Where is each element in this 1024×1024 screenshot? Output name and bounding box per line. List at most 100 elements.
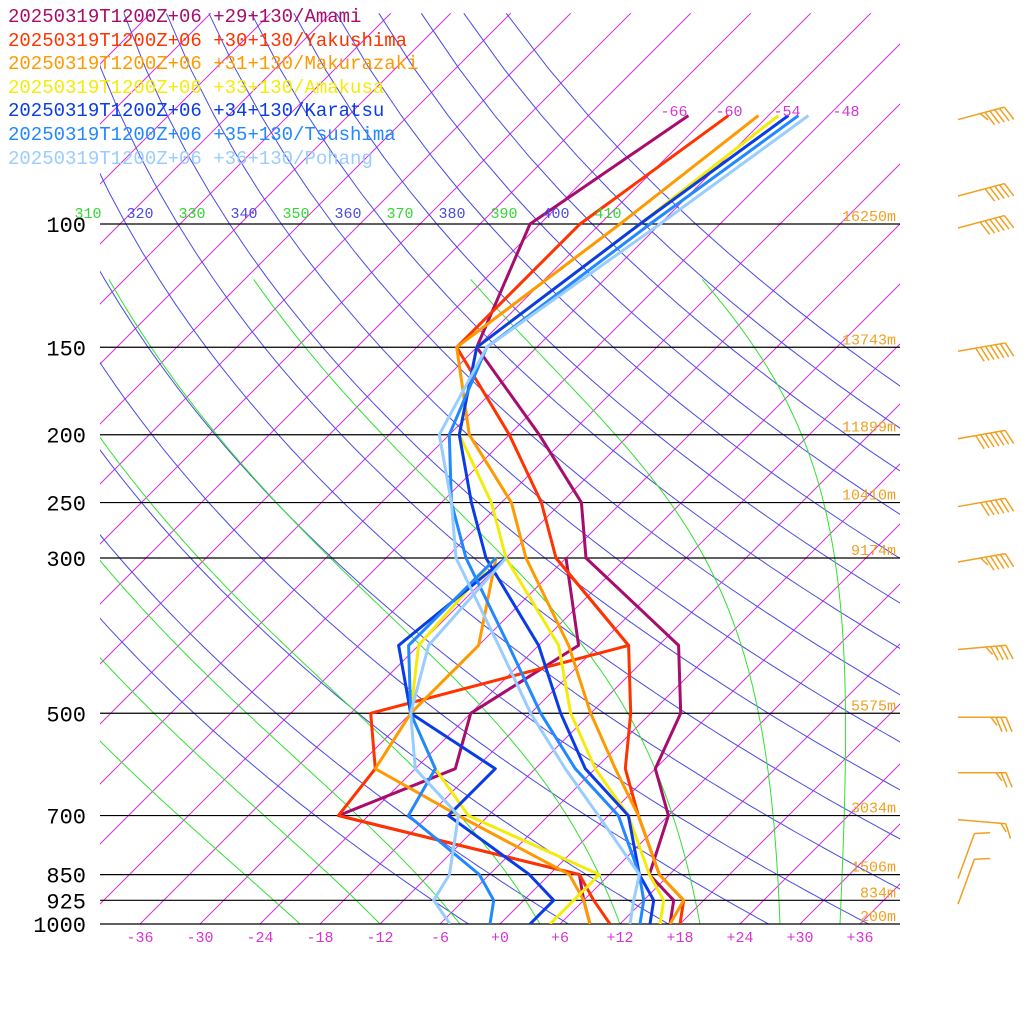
wind-barb-feather [995, 716, 1003, 732]
wind-barb-feather [1005, 823, 1012, 839]
wind-barb-feather [1005, 644, 1014, 660]
wind-barb-feather [1004, 497, 1015, 512]
dewpoint-line [409, 557, 601, 924]
grid-layer [100, 12, 1024, 924]
theta-label: 330 [178, 206, 205, 223]
wind-barb-feather [979, 113, 989, 121]
isotherm-line [499, 523, 900, 924]
dewpoint-line [336, 557, 631, 924]
wind-barb-feather [1000, 645, 1009, 660]
dry-adiabat-line [293, 13, 900, 604]
height-label: 16250m [842, 209, 896, 226]
isotherm-line [100, 12, 452, 365]
height-label: 834m [860, 885, 896, 902]
wind-barb-feather [999, 498, 1010, 513]
theta-label: 340 [230, 206, 257, 223]
upper-temperature-label: -66 [660, 104, 687, 121]
dry-adiabat-line [505, 12, 900, 387]
dry-adiabat-line [165, 13, 900, 743]
isotherm-line [559, 583, 900, 924]
isotherm-line [100, 12, 332, 245]
temperature-tick-label: +24 [726, 930, 753, 947]
dry-adiabat-line [335, 13, 900, 559]
isotherm-line [259, 283, 900, 924]
legend-item: 20250319T1200Z+06 +33+130/Amakusa [8, 76, 385, 99]
theta-label: 370 [386, 206, 413, 223]
temperature-tick-label: +18 [666, 930, 693, 947]
isotherm-line [619, 643, 900, 924]
pressure-tick-label: 500 [46, 703, 86, 728]
legend-item: 20250319T1200Z+06 +31+130/Makurazaki [8, 53, 419, 76]
profile-lines [336, 114, 810, 924]
dry-adiabat-line [208, 13, 900, 696]
wind-barb-feather [984, 345, 995, 360]
height-label: 1506m [851, 860, 896, 877]
wind-barb [957, 182, 1015, 202]
wind-barb-staff [957, 106, 1005, 121]
wind-barb [957, 818, 1012, 839]
wind-barb-feather [994, 185, 1005, 199]
wind-barb [958, 716, 1013, 732]
wind-barb-feather [984, 220, 996, 234]
isotherm-line [100, 12, 692, 605]
isotherm-line [100, 12, 392, 305]
wind-barb-feather [1000, 772, 1008, 788]
height-label: 200m [860, 909, 896, 926]
temperature-tick-label: -6 [431, 930, 449, 947]
theta-label: 390 [490, 206, 517, 223]
height-label: 11899m [842, 420, 896, 437]
wind-barb-staff [957, 429, 1006, 440]
isotherm-line [739, 763, 900, 924]
wind-barb-feather [1004, 429, 1015, 444]
wind-barb-feather [1004, 553, 1015, 568]
wind-barb-feather [979, 221, 991, 235]
wind-barb-feather [999, 343, 1010, 358]
wind-barb-staff [957, 552, 1006, 563]
wind-barb [957, 429, 1015, 450]
wind-barb-feather [1005, 772, 1013, 788]
wind-barb-staff [957, 182, 1005, 197]
wind-barb [958, 771, 1013, 788]
moist-adiabat-line [253, 279, 701, 924]
isotherm-line [199, 223, 900, 924]
theta-label: 410 [594, 206, 621, 223]
wind-barb-feather [985, 646, 994, 656]
moist-adiabat-line [100, 740, 301, 924]
wind-barb [957, 106, 1015, 126]
temperature-tick-label: +6 [551, 930, 569, 947]
temperature-tick-label: -24 [246, 930, 273, 947]
legend-item: 20250319T1200Z+06 +36+130/Pohang [8, 147, 373, 170]
moist-adiabat-line [100, 436, 541, 924]
dry-adiabat-line [250, 13, 900, 650]
isotherm-line [980, 13, 1024, 924]
temperature-tick-label: +12 [606, 930, 633, 947]
wind-barb-feather [1003, 183, 1015, 197]
temperature-tick-label: -18 [306, 930, 333, 947]
theta-label: 360 [334, 206, 361, 223]
wind-barb-feather [989, 219, 1000, 233]
isotherm-line [379, 403, 900, 924]
wind-barb [957, 552, 1015, 571]
legend: 20250319T1200Z+06 +29+130/Amami 20250319T… [8, 6, 418, 171]
wind-barb-feather [984, 111, 996, 126]
pressure-tick-label: 1000 [33, 914, 86, 939]
wind-barb-feather [990, 716, 998, 726]
wind-barb-feather [1003, 215, 1015, 229]
wind-barb-feather [994, 431, 1005, 446]
wind-barb-feather [989, 186, 1000, 201]
dry-adiabat-line [420, 13, 900, 472]
theta-label: 400 [542, 206, 569, 223]
moist-adiabat-line [108, 279, 621, 924]
wind-barb-feather [989, 432, 1000, 447]
wind-barb-feather [984, 188, 996, 202]
dry-adiabat-line [100, 617, 470, 924]
isotherm-line [100, 12, 272, 185]
wind-barb [957, 342, 1015, 362]
temperature-line [457, 114, 780, 924]
height-label: 10410m [842, 488, 896, 505]
isotherm-line [439, 463, 900, 924]
theta-label: 380 [438, 206, 465, 223]
wind-barb-feather [989, 500, 1000, 515]
wind-barb-feather [995, 772, 1003, 782]
upper-temperature-label: -48 [832, 104, 859, 121]
